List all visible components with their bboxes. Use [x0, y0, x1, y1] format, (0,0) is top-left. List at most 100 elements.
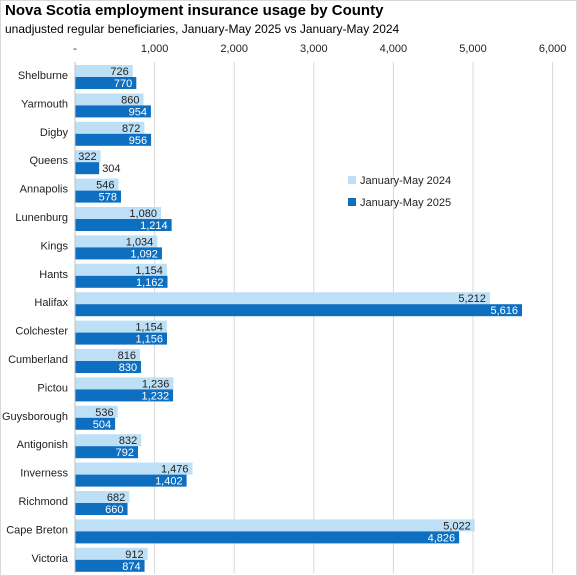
- bar-2025: [75, 247, 162, 260]
- data-label-2025: 304: [102, 163, 120, 175]
- data-label-2025: 954: [129, 106, 147, 118]
- bar-2025: [75, 105, 151, 118]
- bar-2025: [75, 417, 116, 430]
- bar-2025: [75, 133, 152, 146]
- bar-2024: [75, 547, 148, 560]
- data-label-2024: 816: [118, 350, 136, 362]
- category-label: Yarmouth: [21, 98, 68, 110]
- bar-2025: [75, 77, 137, 89]
- data-label-2024: 1,034: [126, 236, 154, 248]
- bar-2024: [75, 207, 161, 219]
- category-label: Lunenburg: [15, 212, 68, 224]
- data-label-2024: 860: [121, 94, 139, 106]
- bar-2024: [75, 235, 158, 248]
- category-label: Antigonish: [17, 439, 68, 451]
- bar-2025: [75, 361, 142, 373]
- category-label: Annapolis: [20, 184, 69, 196]
- bar-2025: [75, 474, 187, 487]
- bar-2024: [75, 292, 490, 305]
- data-label-2024: 912: [125, 549, 143, 561]
- data-label-2024: 322: [78, 151, 96, 163]
- data-label-2024: 5,212: [458, 293, 486, 305]
- data-label-2025: 830: [119, 362, 137, 374]
- category-label: Guysborough: [2, 411, 68, 423]
- bar-2025: [75, 559, 145, 572]
- x-tick-label: 3,000: [300, 43, 328, 55]
- bar-2024: [75, 263, 167, 276]
- category-label: Cape Breton: [6, 524, 68, 536]
- bar-2024: [75, 491, 130, 503]
- data-label-2025: 4,826: [428, 532, 456, 544]
- bar-2025: [75, 162, 100, 175]
- x-tick-label: 2,000: [220, 43, 248, 55]
- category-label: Richmond: [18, 496, 68, 508]
- bar-2024: [75, 349, 140, 361]
- data-label-2025: 770: [114, 78, 132, 90]
- data-label-2024: 1,154: [135, 265, 163, 277]
- bar-2025: [75, 503, 128, 515]
- bar-2025: [75, 190, 122, 203]
- data-label-2025: 504: [93, 419, 111, 431]
- category-label: Hants: [39, 269, 68, 281]
- data-label-2025: 874: [122, 561, 140, 573]
- category-label: Queens: [29, 155, 68, 167]
- x-tick-label: 5,000: [459, 43, 487, 55]
- bar-2025: [75, 304, 523, 317]
- data-label-2025: 1,162: [136, 277, 164, 289]
- x-tick-label: -: [73, 43, 77, 55]
- data-label-2024: 726: [110, 66, 128, 78]
- data-label-2025: 1,402: [155, 476, 183, 488]
- category-label: Pictou: [37, 382, 68, 394]
- data-label-2025: 792: [116, 447, 134, 459]
- data-label-2025: 5,616: [491, 305, 519, 317]
- bar-2024: [75, 93, 144, 106]
- bar-2024: [75, 65, 133, 77]
- data-label-2025: 956: [129, 135, 147, 147]
- x-tick-label: 1,000: [141, 43, 169, 55]
- category-label: Shelburne: [18, 70, 68, 82]
- bar-2025: [75, 332, 168, 345]
- legend-label-2025: January-May 2025: [360, 197, 451, 209]
- legend-swatch-2025: [348, 198, 356, 206]
- data-label-2025: 578: [99, 192, 117, 204]
- x-tick-label: 4,000: [380, 43, 408, 55]
- data-label-2024: 1,476: [161, 464, 189, 476]
- data-label-2024: 1,080: [129, 208, 157, 220]
- bar-2025: [75, 219, 172, 231]
- data-label-2024: 1,154: [135, 322, 163, 334]
- data-label-2024: 872: [122, 123, 140, 135]
- bar-2024: [75, 320, 167, 333]
- bar-2024: [75, 462, 193, 475]
- x-tick-label: 6,000: [539, 43, 567, 55]
- data-label-2024: 536: [95, 407, 113, 419]
- data-label-2025: 1,232: [142, 390, 170, 402]
- category-label: Victoria: [32, 553, 69, 565]
- bar-2025: [75, 389, 174, 402]
- category-label: Colchester: [15, 326, 68, 338]
- bar-2024: [75, 121, 145, 134]
- data-label-2025: 660: [105, 504, 123, 516]
- category-label: Digby: [40, 127, 69, 139]
- bar-2025: [75, 446, 139, 459]
- data-label-2025: 1,092: [130, 248, 158, 260]
- data-label-2025: 1,214: [140, 220, 168, 232]
- category-label: Halifax: [34, 297, 68, 309]
- chart-title: Nova Scotia employment insurance usage b…: [5, 2, 384, 19]
- category-label: Cumberland: [8, 354, 68, 366]
- category-label: Kings: [40, 240, 68, 252]
- bar-2025: [75, 531, 460, 544]
- legend-label-2024: January-May 2024: [360, 175, 451, 187]
- data-label-2024: 832: [119, 435, 137, 447]
- legend-swatch-2024: [348, 176, 356, 184]
- bar-2024: [75, 519, 475, 532]
- data-label-2024: 546: [96, 180, 114, 192]
- bar-2024: [75, 405, 118, 418]
- bar-2025: [75, 275, 168, 288]
- bar-2024: [75, 178, 119, 191]
- data-label-2025: 1,156: [135, 334, 163, 346]
- data-label-2024: 5,022: [443, 520, 471, 532]
- data-label-2024: 1,236: [142, 378, 170, 390]
- bar-2024: [75, 377, 174, 390]
- bar-2024: [75, 150, 101, 163]
